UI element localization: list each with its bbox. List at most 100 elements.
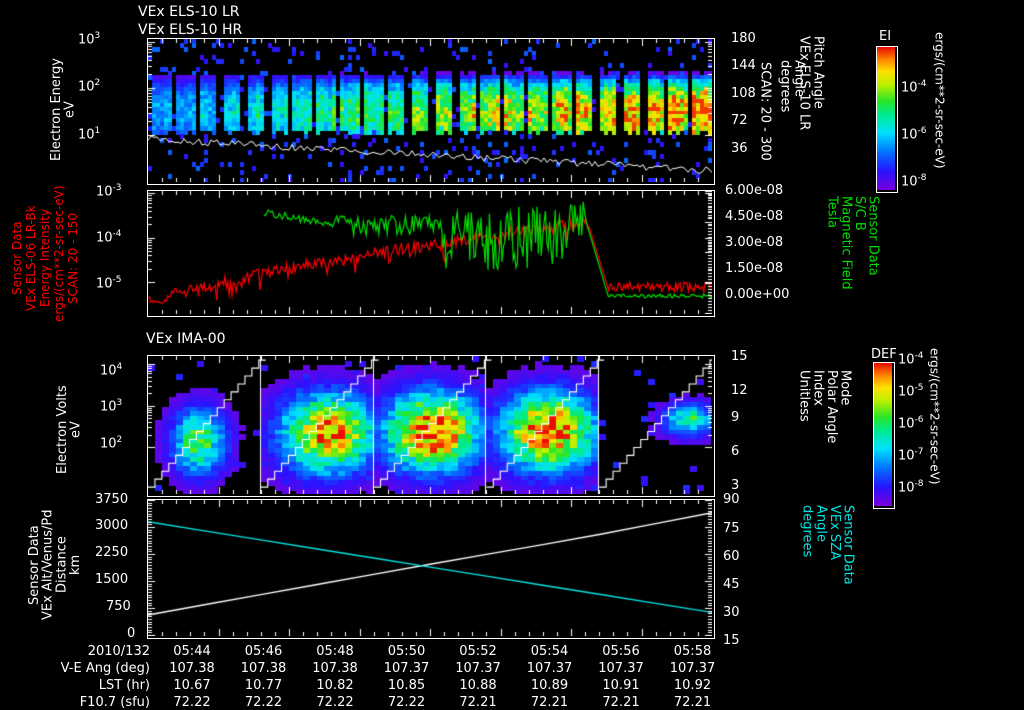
panel4-ytick-2250: 2250 (95, 545, 129, 560)
panel4-rtick-90: 90 (723, 492, 740, 507)
time-value: 05:56 (602, 644, 640, 659)
panel3-rtick-15: 15 (731, 349, 748, 364)
panel3-ytick-2: 102 (100, 435, 123, 452)
ve-angle-label: V-E Ang (deg) (60, 661, 150, 676)
panel2-rtick-3: 1.50e-08 (725, 261, 784, 276)
panel4-line-plot[interactable] (147, 499, 715, 639)
lst-value: 10.82 (316, 678, 354, 693)
f107-value: 72.22 (316, 695, 354, 710)
time-value: 05:52 (459, 644, 497, 659)
colorbar3-units: ergs/(cm**2-sr-sec-eV) (927, 348, 942, 485)
time-parameter-table: 2010/132 V-E Ang (deg) LST (hr) F10.7 (sfu)… (0, 644, 1024, 710)
ve-angle-value: 107.37 (526, 661, 573, 676)
panel2-left-label: Sensor Data VEx ELS-06 LR-Bk Energy Inte… (10, 185, 80, 322)
panel1-rtick-108: 108 (731, 86, 756, 101)
panel2-right-label: Sensor Data S/C B Magnetic Field Tesla (824, 196, 881, 290)
lst-value: 10.77 (244, 678, 283, 693)
ve-angle-value: 107.37 (598, 661, 644, 676)
panel4-rtick-30: 30 (723, 605, 740, 620)
colorbar3-tick-m6: 10-6 (898, 415, 924, 432)
ve-angle-value: 107.37 (383, 661, 430, 676)
panel1-ylabel: Electron Energy eV (49, 58, 78, 162)
panel3-right-label: Mode Polar Angle Index Unitless (796, 370, 853, 444)
ve-angle-value: 107.38 (169, 661, 215, 676)
f107-value: 72.21 (673, 695, 712, 710)
lst-value: 10.89 (530, 678, 569, 693)
panel1-spectrogram[interactable] (147, 38, 715, 185)
panel1-right-label2: Angle degrees (777, 60, 807, 113)
time-value: 05:46 (244, 644, 283, 659)
panel2-ytick-m3: 10-3 (96, 183, 122, 200)
date-label: 2010/132 (87, 644, 150, 659)
panel4-rtick-60: 60 (723, 549, 740, 564)
lst-value: 10.67 (173, 678, 211, 693)
panel2-rtick-0: 6.00e-08 (725, 183, 784, 198)
f107-label: F10.7 (sfu) (79, 695, 150, 710)
panel2-line-plot[interactable] (147, 190, 715, 317)
panel3-rtick-3: 3 (731, 478, 740, 493)
colorbar1-units: ergs/(cm**2-sr-sec-eV) (932, 32, 947, 169)
panel1-rtick-36: 36 (731, 141, 748, 156)
ve-angle-value: 107.38 (312, 661, 358, 676)
panel2-ytick-m5: 10-5 (96, 275, 122, 292)
panel1-title-hr: VEx ELS-10 HR (138, 22, 243, 38)
lst-value: 10.91 (602, 678, 640, 693)
colorbar3-tick-m5: 10-5 (898, 383, 924, 400)
panel3-ytick-4: 104 (100, 362, 123, 379)
lst-value: 10.88 (459, 678, 497, 693)
panel3-spectrogram[interactable] (147, 355, 715, 497)
panel2-ytick-m4: 10-4 (96, 229, 122, 246)
colorbar3-tick-m7: 10-7 (898, 447, 924, 464)
panel4-ytick-3000: 3000 (95, 518, 129, 533)
f107-value: 72.22 (387, 695, 426, 710)
ve-angle-value: 107.37 (669, 661, 716, 676)
panel1-title-lr: VEx ELS-10 LR (138, 4, 240, 20)
panel1-rtick-72: 72 (731, 113, 748, 128)
panel2-rtick-1: 4.50e-08 (725, 209, 784, 224)
time-value: 05:44 (173, 644, 211, 659)
panel3-title: VEx IMA-00 (146, 331, 226, 347)
colorbar3-tick-m8: 10-8 (898, 479, 924, 496)
panel1-rtick-144: 144 (731, 58, 756, 73)
panel4-left-label: Sensor Data VEx Alt/Venus/Pd Distance km (27, 509, 83, 621)
colorbar3-tick-m4: 10-4 (898, 351, 924, 368)
colorbar1-tick-m4: 10-4 (901, 79, 927, 96)
f107-value: 72.21 (459, 695, 497, 710)
panel3-ylabel: Electron Volts eV (55, 385, 84, 475)
time-value: 05:48 (316, 644, 354, 659)
time-value: 05:50 (387, 644, 426, 659)
panel4-ytick-1500: 1500 (95, 572, 129, 587)
lst-value: 10.92 (673, 678, 712, 693)
ve-angle-value: 107.37 (455, 661, 501, 676)
panel4-ytick-750: 750 (106, 599, 131, 614)
panel1-ytick-3: 103 (78, 31, 101, 48)
panel4-rtick-15: 15 (723, 633, 740, 648)
panel3-ytick-3: 103 (100, 398, 123, 415)
panel1-scan-label: SCAN: 20 - 300 (757, 62, 773, 161)
f107-value: 72.22 (173, 695, 211, 710)
panel4-ytick-3750: 3750 (95, 492, 129, 507)
lst-label: LST (hr) (98, 678, 150, 693)
f107-value: 72.21 (530, 695, 569, 710)
colorbar3-name: DEF (871, 347, 897, 362)
f107-value: 72.21 (602, 695, 640, 710)
panel2-rtick-2: 3.00e-08 (725, 235, 784, 250)
colorbar1-tick-m8: 10-8 (901, 173, 927, 190)
panel1-ytick-1: 101 (78, 126, 101, 143)
panel3-rtick-12: 12 (731, 383, 748, 398)
panel1-rtick-180: 180 (731, 31, 756, 46)
panel2-rtick-4: 0.00e+00 (725, 287, 790, 302)
panel4-right-label: Sensor Data VEx SZA Angle degrees (799, 505, 856, 585)
panel4-ytick-0: 0 (127, 626, 136, 641)
panel4-rtick-45: 45 (723, 577, 740, 592)
colorbar3 (873, 362, 895, 509)
panel1-ytick-2: 102 (78, 78, 101, 95)
panel4-rtick-75: 75 (723, 521, 740, 536)
colorbar1 (876, 46, 898, 193)
panel3-rtick-6: 6 (731, 444, 740, 459)
f107-value: 72.22 (244, 695, 283, 710)
colorbar1-tick-m6: 10-6 (901, 126, 927, 143)
time-value: 05:54 (530, 644, 569, 659)
ve-angle-value: 107.38 (240, 661, 287, 676)
